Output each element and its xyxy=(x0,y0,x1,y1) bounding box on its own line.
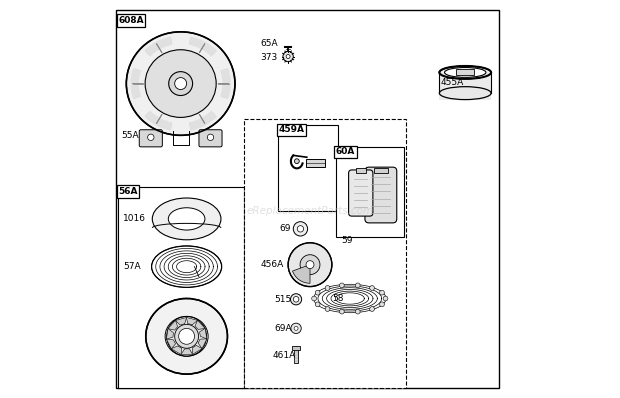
Circle shape xyxy=(306,261,314,269)
Text: 373: 373 xyxy=(260,53,278,62)
Circle shape xyxy=(325,306,330,311)
Circle shape xyxy=(315,302,320,307)
Polygon shape xyxy=(168,320,177,330)
Polygon shape xyxy=(171,346,182,355)
Circle shape xyxy=(293,222,308,236)
Text: 69: 69 xyxy=(280,224,291,233)
Circle shape xyxy=(293,297,299,302)
Circle shape xyxy=(315,290,320,295)
Ellipse shape xyxy=(153,198,221,240)
Text: 461A: 461A xyxy=(272,351,296,359)
Text: 65A: 65A xyxy=(260,39,278,48)
Circle shape xyxy=(312,296,316,301)
Circle shape xyxy=(291,323,301,334)
FancyBboxPatch shape xyxy=(140,130,162,147)
Text: 515: 515 xyxy=(274,295,291,304)
Ellipse shape xyxy=(145,50,216,117)
Text: 608A: 608A xyxy=(118,16,144,25)
FancyBboxPatch shape xyxy=(365,167,397,223)
Text: 459A: 459A xyxy=(278,125,304,135)
Ellipse shape xyxy=(168,208,205,230)
Circle shape xyxy=(169,72,193,96)
Circle shape xyxy=(294,159,299,164)
Text: 57A: 57A xyxy=(123,262,141,271)
Text: 56A: 56A xyxy=(118,187,138,196)
Polygon shape xyxy=(166,339,175,349)
Text: 59: 59 xyxy=(341,236,353,245)
Ellipse shape xyxy=(440,87,491,100)
Bar xyxy=(356,168,366,173)
Bar xyxy=(292,346,300,350)
Circle shape xyxy=(379,290,384,295)
Ellipse shape xyxy=(146,298,228,374)
Polygon shape xyxy=(187,318,198,325)
Circle shape xyxy=(370,286,374,291)
Polygon shape xyxy=(198,339,207,349)
Bar xyxy=(118,187,244,388)
Circle shape xyxy=(288,243,332,287)
Bar xyxy=(336,147,404,237)
Text: 455A: 455A xyxy=(441,78,464,87)
Circle shape xyxy=(340,309,344,314)
Text: eReplacementParts.com: eReplacementParts.com xyxy=(246,206,374,216)
Polygon shape xyxy=(181,349,193,355)
Ellipse shape xyxy=(126,32,235,135)
Text: 58: 58 xyxy=(332,294,343,303)
Circle shape xyxy=(294,326,298,330)
Bar xyxy=(374,168,388,173)
Circle shape xyxy=(379,302,384,307)
Text: 456A: 456A xyxy=(260,260,283,269)
Circle shape xyxy=(175,78,187,90)
Circle shape xyxy=(175,324,198,348)
Bar xyxy=(278,125,338,211)
FancyBboxPatch shape xyxy=(348,170,373,216)
Polygon shape xyxy=(200,328,207,339)
Circle shape xyxy=(286,55,290,59)
Circle shape xyxy=(283,51,293,62)
Circle shape xyxy=(340,283,344,288)
Bar xyxy=(294,347,298,363)
Text: 1016: 1016 xyxy=(123,215,146,223)
Circle shape xyxy=(179,328,195,344)
Text: 55A: 55A xyxy=(121,131,139,140)
Circle shape xyxy=(355,309,360,314)
Ellipse shape xyxy=(445,68,486,77)
Circle shape xyxy=(291,294,302,305)
Circle shape xyxy=(355,283,360,288)
Circle shape xyxy=(297,226,304,232)
Text: 60A: 60A xyxy=(336,147,355,156)
Bar xyxy=(244,119,405,388)
Bar xyxy=(306,159,325,167)
Polygon shape xyxy=(175,318,187,325)
FancyBboxPatch shape xyxy=(199,130,222,147)
Ellipse shape xyxy=(440,66,491,79)
Circle shape xyxy=(167,316,206,356)
Circle shape xyxy=(325,286,330,291)
Polygon shape xyxy=(166,328,174,339)
Bar xyxy=(440,72,491,100)
Circle shape xyxy=(207,134,214,140)
Circle shape xyxy=(148,134,154,140)
Circle shape xyxy=(300,255,320,275)
Circle shape xyxy=(383,296,388,301)
Polygon shape xyxy=(192,345,202,355)
Bar xyxy=(456,70,474,75)
Polygon shape xyxy=(195,320,205,330)
Wedge shape xyxy=(293,265,310,283)
Circle shape xyxy=(370,306,374,311)
Text: 69A: 69A xyxy=(274,324,292,333)
